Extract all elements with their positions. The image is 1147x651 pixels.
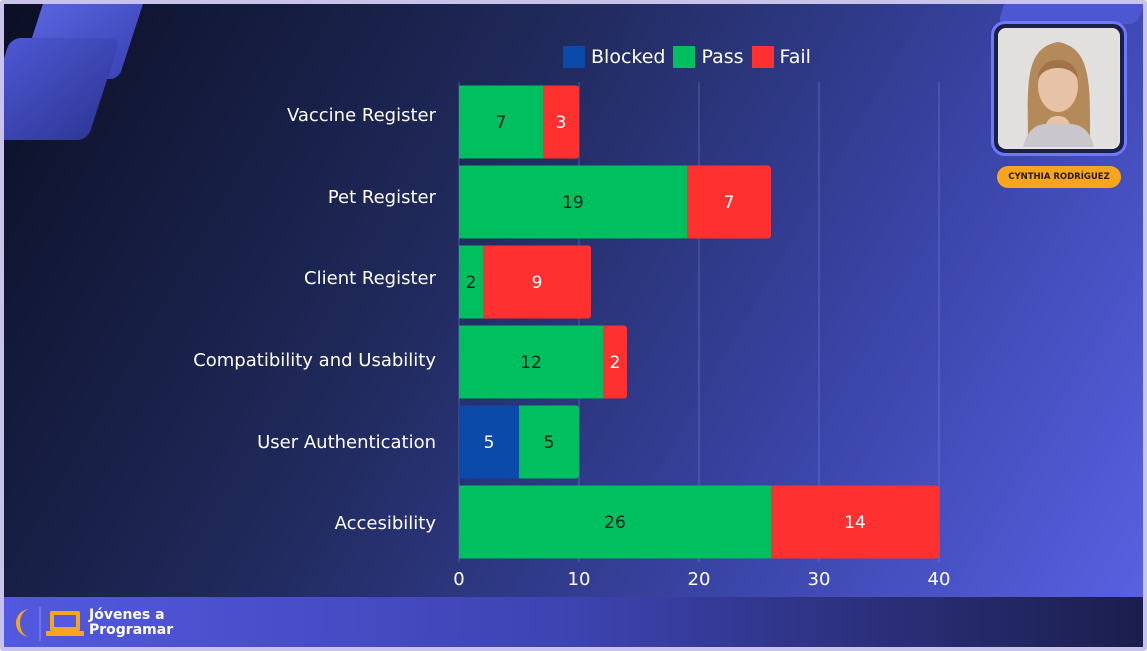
data-label: 2 bbox=[466, 273, 477, 293]
x-tick-label: 10 bbox=[567, 569, 591, 590]
data-label: 7 bbox=[496, 113, 507, 133]
category-label: User Authentication bbox=[257, 432, 436, 453]
brand-name: Jóvenes a Programar bbox=[89, 608, 173, 638]
legend-item-pass: Pass bbox=[673, 46, 744, 68]
x-tick-label: 0 bbox=[453, 569, 465, 590]
legend-swatch-blocked bbox=[563, 46, 585, 68]
bar-pass bbox=[459, 85, 543, 159]
presenter-video bbox=[991, 21, 1127, 156]
legend-label-fail: Fail bbox=[779, 46, 811, 68]
legend-swatch-fail bbox=[751, 46, 774, 68]
bar-pass bbox=[519, 405, 579, 479]
legend-label-blocked: Blocked bbox=[591, 46, 666, 68]
bar-fail bbox=[771, 485, 939, 559]
brand-logo bbox=[16, 607, 84, 641]
bar-fail bbox=[543, 85, 579, 159]
category-label: Compatibility and Usability bbox=[193, 350, 436, 371]
bar-edge bbox=[543, 85, 547, 159]
data-label: 26 bbox=[604, 513, 626, 533]
data-label: 5 bbox=[544, 433, 555, 453]
data-label: 9 bbox=[532, 273, 543, 293]
bar-fail bbox=[603, 325, 627, 399]
bar-pass bbox=[459, 485, 771, 559]
bar-blocked bbox=[459, 405, 519, 479]
bar-fail bbox=[483, 245, 591, 319]
legend-item-blocked: Blocked bbox=[563, 46, 665, 68]
data-label: 3 bbox=[556, 113, 567, 133]
data-label: 12 bbox=[520, 353, 542, 373]
bar-chart: 7 3 19 7 2 9 12 2 5 5 26 14 bbox=[458, 82, 940, 562]
bar-fail bbox=[687, 165, 771, 239]
bar-edge bbox=[519, 405, 523, 479]
chart-legend: Blocked Pass Fail bbox=[563, 46, 819, 68]
legend-label-pass: Pass bbox=[701, 46, 744, 68]
data-label: 14 bbox=[844, 513, 866, 533]
category-label: Pet Register bbox=[327, 187, 436, 208]
brand-line-1: Jóvenes a bbox=[89, 607, 165, 623]
presenter-photo bbox=[998, 28, 1120, 149]
category-label: Vaccine Register bbox=[286, 105, 436, 126]
brand-line-2: Programar bbox=[89, 622, 174, 638]
person-icon bbox=[998, 28, 1118, 147]
bar-edge bbox=[771, 485, 775, 559]
data-label: 5 bbox=[484, 433, 495, 453]
bar-edge bbox=[687, 165, 691, 239]
category-label: Accesibility bbox=[334, 513, 436, 534]
bar-pass bbox=[459, 165, 687, 239]
bar-pass bbox=[459, 245, 483, 319]
x-tick-label: 30 bbox=[807, 569, 831, 590]
footer-bar bbox=[4, 597, 1143, 647]
data-label: 2 bbox=[610, 353, 621, 373]
data-label: 7 bbox=[724, 193, 735, 213]
bar-edge bbox=[483, 245, 487, 319]
bar-pass bbox=[459, 325, 603, 399]
moon-icon bbox=[16, 609, 30, 637]
category-label: Client Register bbox=[304, 268, 436, 289]
bar-edge bbox=[603, 325, 607, 399]
x-tick-label: 20 bbox=[687, 569, 711, 590]
presenter-name-badge: CYNTHIA RODRÍGUEZ bbox=[997, 166, 1121, 188]
legend-item-fail: Fail bbox=[751, 46, 811, 68]
legend-swatch-pass bbox=[673, 46, 696, 68]
x-tick-label: 40 bbox=[927, 569, 951, 590]
data-label: 19 bbox=[562, 193, 584, 213]
